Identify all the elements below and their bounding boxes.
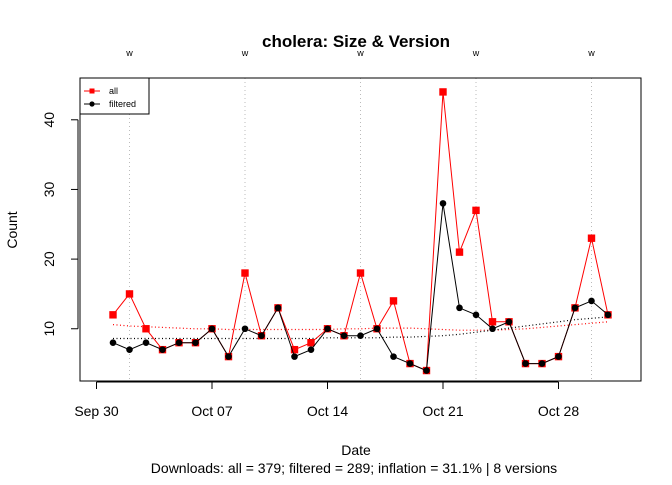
version-label: w <box>356 48 364 58</box>
data-point-filtered <box>456 304 463 312</box>
data-point-filtered <box>588 297 595 305</box>
data-point-all <box>125 290 134 298</box>
data-point-all <box>488 318 497 326</box>
data-point-filtered <box>522 360 529 367</box>
data-point-filtered <box>489 325 496 333</box>
data-point-filtered <box>307 346 315 353</box>
x-tick-label: Sep 30 <box>74 403 119 419</box>
data-point-filtered <box>258 332 265 340</box>
x-axis: Sep 30 Oct 07 Oct 14 Oct 21 Oct 28 <box>74 381 579 419</box>
data-point-all <box>109 311 117 319</box>
data-point-filtered <box>538 360 546 367</box>
trend-lines <box>112 316 609 340</box>
y-tick-label: 30 <box>41 181 57 197</box>
data-point-filtered <box>109 339 117 346</box>
data-point-filtered <box>571 304 579 312</box>
data-point-filtered <box>472 311 480 319</box>
legend: all filtered <box>79 77 150 115</box>
footer-note: Downloads: all = 379; filtered = 289; in… <box>151 460 557 476</box>
data-point-filtered <box>324 325 331 333</box>
x-tick-label: Oct 21 <box>422 403 463 419</box>
chart-title: cholera: Size & Version <box>262 32 450 51</box>
x-tick-label: Oct 28 <box>538 403 579 419</box>
data-point-filtered <box>225 353 232 360</box>
data-point-filtered <box>192 339 199 346</box>
version-label: w <box>125 48 133 58</box>
legend-box <box>79 77 150 115</box>
x-axis-title: Date <box>341 442 371 458</box>
x-tick-label: Oct 14 <box>307 403 348 419</box>
y-axis: 10 20 30 40 <box>41 112 79 337</box>
data-point-filtered <box>208 325 216 333</box>
data-point-filtered <box>423 367 430 374</box>
data-point-filtered <box>142 339 150 346</box>
data-point-filtered <box>126 346 133 353</box>
y-tick-label: 20 <box>41 251 57 267</box>
y-tick-label: 10 <box>41 321 57 337</box>
data-point-all <box>587 234 596 242</box>
data-point-filtered <box>439 200 447 207</box>
data-point-filtered <box>406 360 414 367</box>
data-point-filtered <box>555 353 562 360</box>
data-point-filtered <box>274 304 282 312</box>
series-group <box>109 88 612 375</box>
version-label: w <box>587 48 595 58</box>
data-point-filtered <box>505 318 513 326</box>
plot-area <box>79 77 642 382</box>
data-point-filtered <box>159 346 166 353</box>
version-label: w <box>241 48 249 58</box>
data-point-all <box>455 248 464 256</box>
data-point-filtered <box>175 339 183 346</box>
data-point-all <box>290 345 299 354</box>
data-point-all <box>356 269 365 277</box>
data-point-all <box>389 297 398 305</box>
data-point-filtered <box>390 353 397 360</box>
data-point-filtered <box>291 353 298 360</box>
data-point-filtered <box>357 332 364 340</box>
trend-line-filtered <box>113 316 609 340</box>
data-point-filtered <box>604 311 612 319</box>
data-point-all <box>142 325 150 333</box>
legend-marker-all <box>89 88 95 94</box>
data-point-filtered <box>241 325 249 333</box>
version-label: w <box>472 48 480 58</box>
legend-label-all: all <box>109 86 118 96</box>
y-axis-title: Count <box>4 211 20 248</box>
x-tick-label: Oct 07 <box>191 403 232 419</box>
data-point-all <box>439 88 447 96</box>
legend-label-filtered: filtered <box>109 99 136 109</box>
data-point-filtered <box>340 332 348 340</box>
y-tick-label: 40 <box>41 112 57 128</box>
data-point-filtered <box>373 325 381 333</box>
data-point-all <box>307 338 315 347</box>
data-point-all <box>241 269 249 277</box>
legend-marker-filtered <box>89 101 95 107</box>
data-point-all <box>472 206 480 215</box>
